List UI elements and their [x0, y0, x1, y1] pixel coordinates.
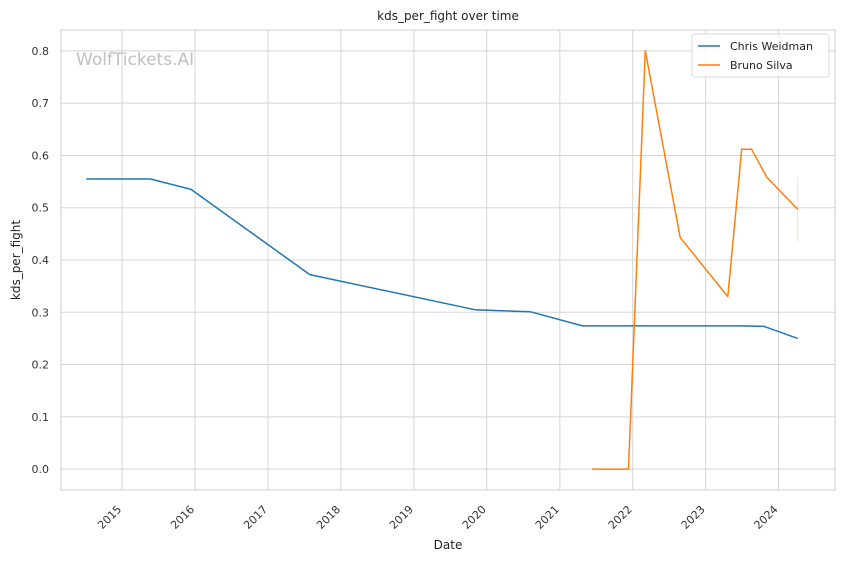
y-axis-label: kds_per_fight [9, 220, 23, 301]
legend-box [691, 33, 830, 78]
y-tick-label: 0.0 [32, 463, 50, 476]
y-tick-label: 0.5 [32, 202, 50, 215]
x-tick-label: 2020 [460, 503, 489, 532]
series-line-chris-weidman [86, 178, 798, 340]
y-tick-label: 0.2 [32, 359, 50, 372]
y-tick-label: 0.1 [32, 411, 50, 424]
x-tick-label: 2021 [533, 503, 562, 532]
chart-title: kds_per_fight over time [377, 9, 519, 23]
x-axis-ticks: 2015 2016 2017 2018 2019 2020 2021 2022 2023 2024 [95, 503, 780, 532]
y-tick-label: 0.7 [32, 97, 50, 110]
y-axis-ticks: 0.0 0.1 0.2 0.3 0.4 0.5 0.6 0.7 0.8 [32, 45, 50, 476]
y-tick-label: 0.8 [32, 45, 50, 58]
x-tick-label: 2024 [752, 503, 781, 532]
watermark: WolfTickets.AI [76, 50, 194, 70]
y-tick-label: 0.6 [32, 149, 50, 162]
x-tick-label: 2019 [387, 503, 416, 532]
x-axis-label: Date [434, 538, 463, 552]
x-tick-label: 2016 [168, 503, 197, 532]
y-tick-label: 0.4 [32, 254, 50, 267]
legend: Chris Weidman Bruno Silva [691, 33, 830, 78]
legend-entry-chris-weidman: Chris Weidman [730, 40, 813, 53]
grid [61, 30, 835, 490]
x-tick-label: 2023 [679, 503, 708, 532]
series-layer [86, 50, 799, 470]
x-tick-label: 2015 [95, 503, 124, 532]
y-tick-label: 0.3 [32, 306, 50, 319]
x-tick-label: 2017 [241, 503, 270, 532]
legend-entry-bruno-silva: Bruno Silva [730, 59, 793, 72]
plot-frame [60, 29, 836, 491]
x-tick-label: 2022 [606, 503, 635, 532]
x-tick-label: 2018 [314, 503, 343, 532]
series-line-bruno-silva [592, 50, 799, 470]
